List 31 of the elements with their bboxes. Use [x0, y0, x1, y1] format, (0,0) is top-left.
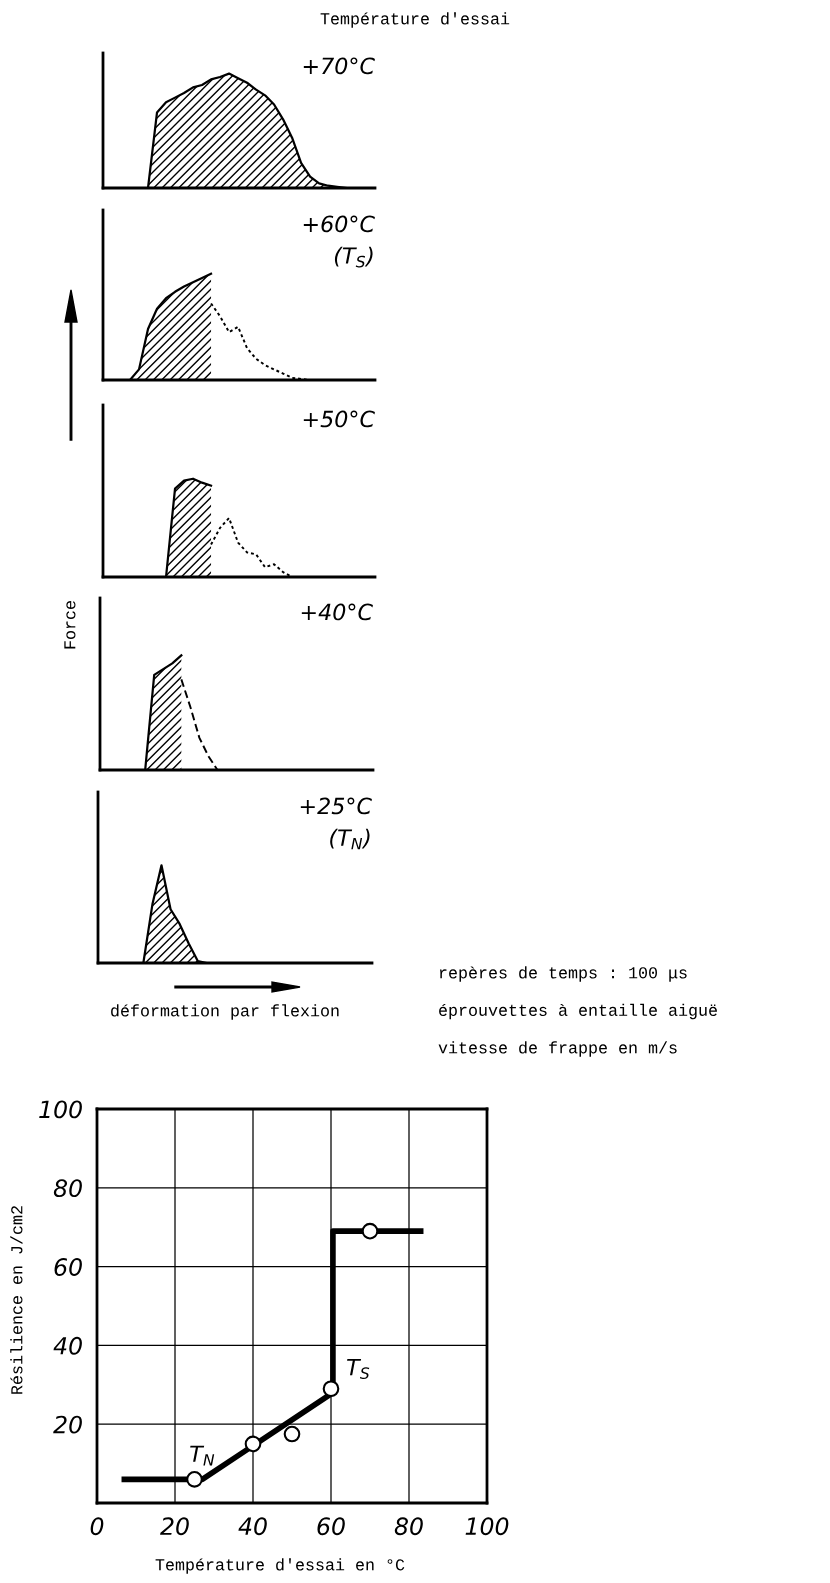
point — [361, 1222, 379, 1240]
annotation: T$_{S}$ — [347, 1358, 370, 1380]
annotation: T$_{N}$ — [190, 1445, 215, 1466]
y-tick-label: 40 — [53, 1336, 82, 1355]
chart-title: +25°C (T$_{N}$) — [300, 797, 372, 850]
y-tick-label: 20 — [53, 1415, 82, 1434]
text: repères de temps : 100 μs — [439, 966, 687, 982]
text: Température d'essai — [320, 12, 510, 28]
point — [244, 1435, 262, 1453]
y-tick-label: 60 — [54, 1258, 82, 1276]
point — [322, 1380, 340, 1398]
chart-title: +60°C (T$_{S}$) — [303, 215, 375, 268]
y-tick-label: 80 — [53, 1179, 82, 1198]
x-tick-label: 60 — [317, 1517, 345, 1536]
chart-title: +50°C — [303, 410, 375, 428]
y-axis-title: Résilience en J/cm2 — [10, 1206, 23, 1394]
chart-title: +70°C — [303, 57, 375, 75]
x-tick-label: 100 — [465, 1517, 509, 1536]
y-tick-label: 100 — [39, 1100, 82, 1119]
x-axis-title: Température d'essai en °C — [155, 1558, 405, 1574]
x-tick-label: 80 — [394, 1517, 423, 1536]
x-tick-label: 20 — [160, 1517, 189, 1536]
text: vitesse de frappe en m/s — [438, 1041, 677, 1057]
chart-title: +40°C — [301, 603, 373, 621]
y-axis-title: Force — [64, 601, 76, 649]
x-tick-label: 0 — [90, 1517, 104, 1536]
x-axis-title: déformation par flexion — [111, 1004, 339, 1020]
x-tick-label: 40 — [238, 1517, 267, 1536]
point — [283, 1425, 301, 1443]
point — [186, 1471, 203, 1488]
text: éprouvettes à entaille aiguë — [439, 1003, 717, 1020]
